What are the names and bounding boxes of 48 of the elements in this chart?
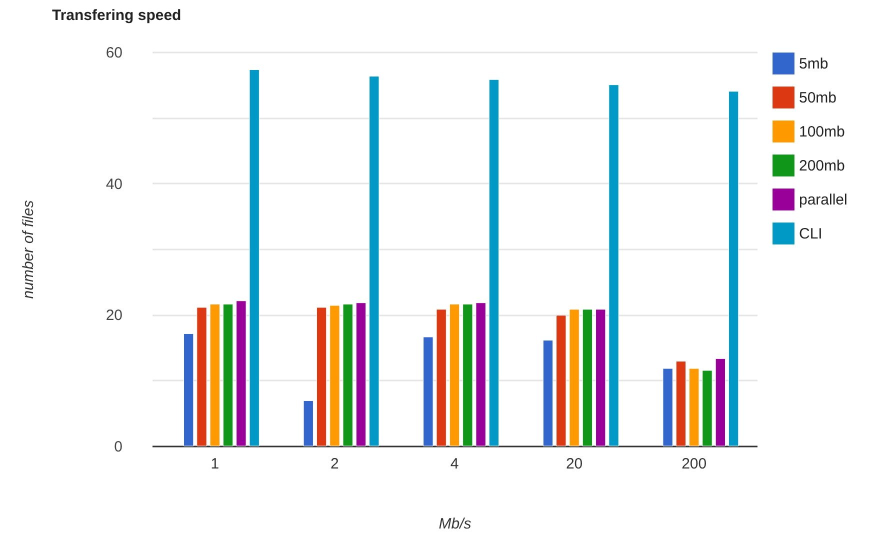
- chart-title: Transfering speed: [52, 7, 182, 24]
- y-tick-label: 40: [106, 176, 122, 193]
- bar: [689, 368, 700, 446]
- bar: [449, 304, 460, 446]
- bar: [356, 302, 366, 446]
- x-tick-label: 20: [566, 456, 583, 472]
- bar: [316, 307, 327, 446]
- bar: [608, 84, 619, 446]
- x-tick-label: 1: [210, 456, 220, 472]
- bar: [222, 304, 234, 446]
- legend-label: parallel: [799, 192, 848, 208]
- bar: [542, 340, 554, 446]
- y-tick-label: 0: [114, 438, 122, 456]
- bar: [330, 305, 340, 446]
- bar: [676, 361, 686, 446]
- legend-label: 50mb: [799, 90, 837, 106]
- bar: [436, 309, 446, 446]
- y-axis-title: number of files: [20, 200, 37, 299]
- bar: [715, 358, 726, 446]
- bar: [702, 370, 712, 446]
- bar: [488, 79, 500, 446]
- x-tick-label: 200: [682, 456, 707, 472]
- bar: [249, 69, 260, 446]
- legend-label: CLI: [799, 226, 822, 242]
- bar: [196, 307, 207, 446]
- bar: [184, 333, 194, 446]
- bar: [662, 368, 673, 446]
- y-tick-label: 60: [106, 44, 122, 62]
- x-axis-title: Mb/s: [438, 516, 472, 532]
- legend-label: 100mb: [799, 124, 845, 140]
- bar: [342, 304, 353, 446]
- bar: [569, 309, 580, 446]
- x-tick-label: 4: [450, 456, 459, 472]
- bar: [728, 91, 739, 446]
- bar: [236, 300, 246, 446]
- legend-label: 200mb: [799, 158, 845, 174]
- x-tick-label: 2: [330, 456, 339, 472]
- bar: [582, 309, 593, 446]
- y-tick-label: 20: [106, 307, 122, 324]
- bar: [596, 309, 606, 446]
- bar: [210, 304, 220, 446]
- bar: [369, 76, 380, 446]
- bar: [556, 315, 566, 446]
- bar: [476, 302, 486, 446]
- bar: [423, 336, 434, 446]
- bar: [462, 304, 473, 446]
- legend-label: 5mb: [799, 56, 828, 72]
- bar: [303, 400, 314, 446]
